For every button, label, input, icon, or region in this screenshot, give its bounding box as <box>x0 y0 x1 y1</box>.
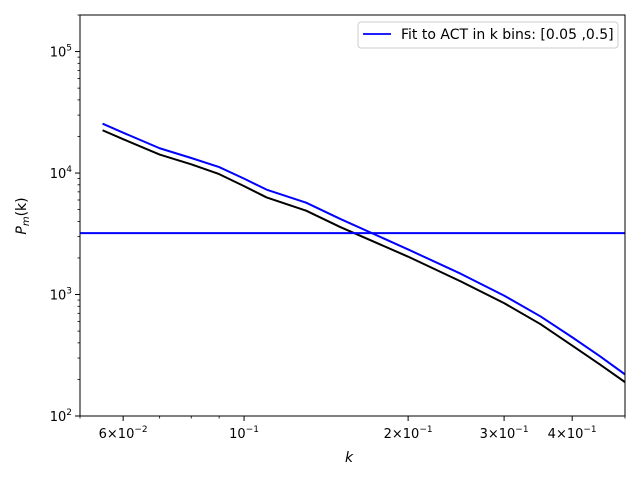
x-axis-label: k <box>345 450 354 466</box>
series-layer <box>80 122 625 383</box>
y-tick-label: 102 <box>50 408 72 425</box>
y-axis-ticks: 102 103 104 105 <box>50 44 80 425</box>
x-tick-label: 2×10−1 <box>384 425 433 442</box>
x-tick-label: 4×10−1 <box>548 425 597 442</box>
x-tick-label: 6×10−2 <box>99 425 148 442</box>
series-line-1 <box>102 129 625 383</box>
x-axis-ticks: 6×10−2 10−1 2×10−1 3×10−1 4×10−1 <box>99 416 597 442</box>
y-axis-label-main: P <box>14 226 30 235</box>
x-tick-label: 10−1 <box>229 425 259 442</box>
y-tick-label: 105 <box>50 44 72 61</box>
y-axis-minor-ticks <box>77 14 80 380</box>
y-tick-label: 103 <box>50 287 72 304</box>
x-axis-minor-ticks <box>79 416 626 419</box>
legend-label: Fit to ACT in k bins: [0.05 ,0.5] <box>401 27 614 43</box>
y-axis-label: Pm(k) <box>14 197 32 234</box>
series-line-2 <box>102 122 625 376</box>
y-axis-label-arg: (k) <box>14 197 30 216</box>
x-tick-label: 3×10−1 <box>480 425 529 442</box>
legend: Fit to ACT in k bins: [0.05 ,0.5] <box>357 21 619 49</box>
y-axis-label-subscript: m <box>21 216 32 226</box>
y-tick-label: 104 <box>50 165 73 182</box>
legend-box <box>357 21 619 49</box>
plot-area-frame <box>79 14 626 417</box>
